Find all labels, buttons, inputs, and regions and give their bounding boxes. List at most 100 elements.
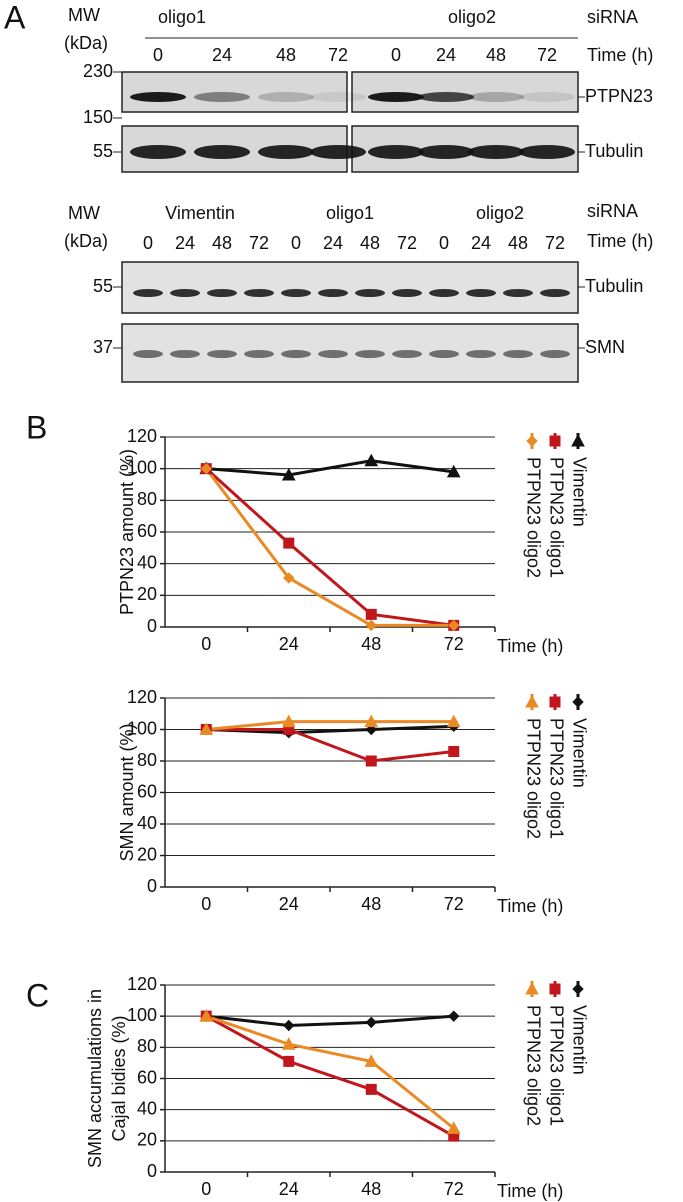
time-label: 72 — [328, 45, 348, 65]
y-tick-label: 0 — [147, 616, 157, 636]
marker — [526, 435, 538, 447]
legend-label: PTPN23 oligo1 — [546, 718, 566, 839]
group-label: oligo2 — [476, 203, 524, 223]
y-tick-label: 100 — [127, 457, 157, 477]
y-tick-label: 40 — [137, 1098, 157, 1118]
blot-strip — [351, 71, 579, 113]
marker — [572, 696, 584, 708]
marker — [365, 619, 377, 632]
band — [392, 350, 422, 358]
x-tick-label: 24 — [279, 1179, 299, 1199]
band — [310, 145, 366, 159]
band — [281, 350, 311, 358]
blot-strip — [121, 261, 579, 314]
band — [130, 145, 186, 159]
time-label: 24 — [323, 233, 343, 253]
marker — [365, 755, 377, 767]
x-tick-label: 0 — [201, 1179, 211, 1199]
time-label: 0 — [143, 233, 153, 253]
time-label: 72 — [545, 233, 565, 253]
band — [355, 350, 385, 358]
legend-label: PTPN23 oligo2 — [523, 457, 543, 578]
marker — [525, 694, 539, 708]
mw-label: MW — [68, 5, 100, 25]
y-tick-label: 0 — [147, 1161, 157, 1181]
band — [194, 145, 250, 159]
band — [429, 289, 459, 297]
band — [258, 92, 314, 102]
band — [194, 92, 250, 102]
mw-marker: 55 — [93, 141, 113, 161]
band — [466, 350, 496, 358]
x-axis-label: Time (h) — [497, 636, 563, 656]
band — [468, 145, 524, 159]
band — [244, 289, 274, 297]
marker — [571, 433, 585, 447]
y-tick-label: 120 — [127, 974, 157, 994]
x-tick-label: 24 — [279, 634, 299, 654]
band — [368, 92, 424, 102]
mw-unit: (kDa) — [64, 231, 108, 251]
band — [244, 350, 274, 358]
y-tick-label: 120 — [127, 426, 157, 446]
marker — [281, 714, 296, 728]
blot-strip — [121, 71, 348, 113]
protein-label: SMN — [585, 337, 625, 357]
series-line — [206, 1014, 454, 1028]
series-line — [206, 728, 454, 763]
y-axis-label: SMN accumulations in — [85, 989, 105, 1168]
panel-label: C — [26, 977, 49, 1013]
band — [133, 350, 163, 358]
time-label: 48 — [508, 233, 528, 253]
marker — [283, 1019, 295, 1032]
mw-label: MW — [68, 203, 100, 223]
protein-label: Tubulin — [585, 141, 643, 161]
time-label: Time (h) — [587, 45, 653, 65]
marker — [448, 619, 460, 632]
mw-marker: 37 — [93, 337, 113, 357]
band — [429, 350, 459, 358]
x-tick-label: 48 — [361, 1179, 381, 1199]
band — [170, 289, 200, 297]
legend-label: PTPN23 oligo2 — [523, 718, 543, 839]
time-label: 72 — [397, 233, 417, 253]
band — [540, 350, 570, 358]
series-line — [205, 1014, 455, 1130]
marker — [525, 981, 539, 995]
time-label: 48 — [276, 45, 296, 65]
time-label: 48 — [360, 233, 380, 253]
time-label: 48 — [212, 233, 232, 253]
protein-label: PTPN23 — [585, 86, 653, 106]
y-tick-label: 120 — [127, 687, 157, 707]
y-tick-label: 100 — [127, 718, 157, 738]
time-label: 0 — [391, 45, 401, 65]
band — [392, 289, 422, 297]
x-tick-label: 0 — [201, 894, 211, 914]
marker — [199, 722, 214, 735]
band — [170, 350, 200, 358]
marker — [365, 1016, 377, 1029]
legend-label: PTPN23 oligo1 — [546, 457, 566, 578]
time-label: Time (h) — [587, 231, 653, 251]
marker — [364, 1054, 379, 1067]
x-tick-label: 48 — [361, 634, 381, 654]
legend-label: PTPN23 oligo1 — [546, 1005, 566, 1126]
group-label: oligo1 — [326, 203, 374, 223]
y-tick-label: 100 — [127, 1005, 157, 1025]
marker — [446, 464, 461, 478]
time-label: 0 — [439, 233, 449, 253]
mw-marker: 230 — [83, 61, 113, 81]
marker — [283, 537, 295, 549]
y-axis-label: SMN amount (%) — [117, 723, 137, 861]
time-label: 24 — [436, 45, 456, 65]
y-tick-label: 20 — [137, 844, 157, 864]
marker — [281, 1037, 296, 1050]
marker — [364, 714, 379, 728]
time-label: 24 — [175, 233, 195, 253]
series-line — [205, 467, 454, 627]
y-tick-label: 80 — [137, 750, 157, 770]
legend-label: Vimentin — [569, 718, 589, 788]
band — [503, 350, 533, 358]
band — [130, 92, 186, 102]
